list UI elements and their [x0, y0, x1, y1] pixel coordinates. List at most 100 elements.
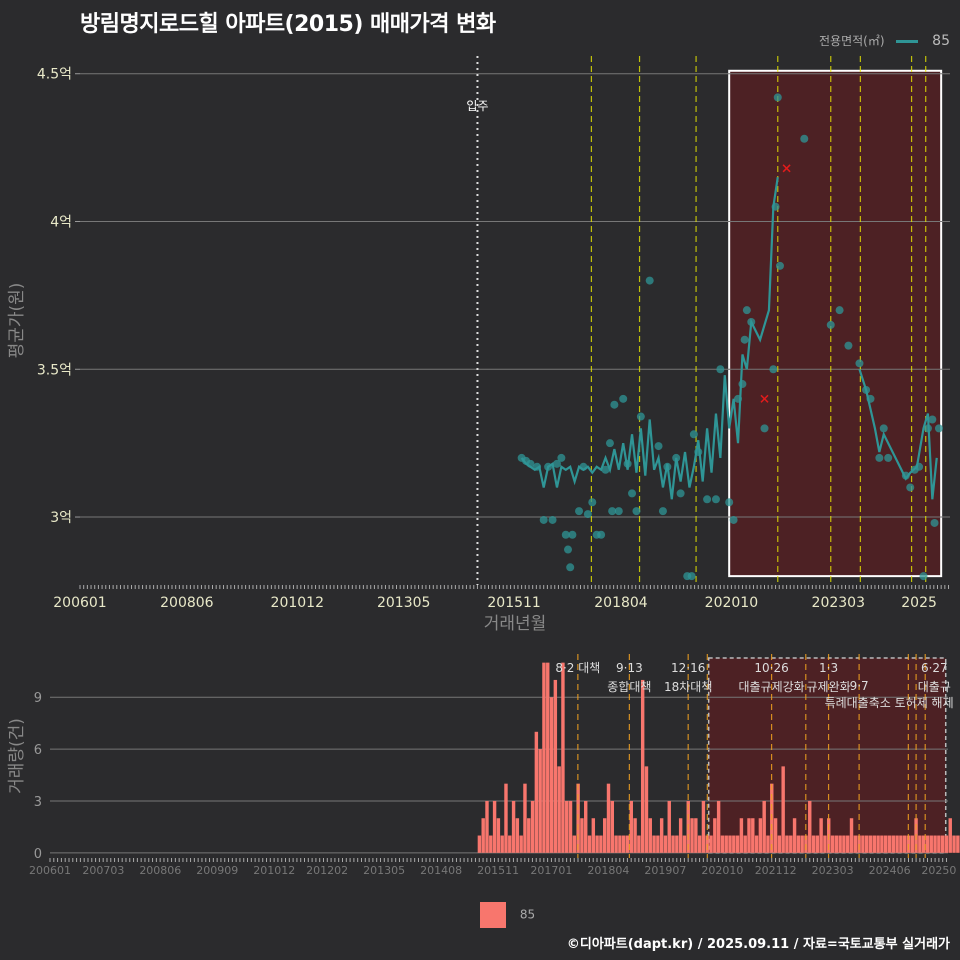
policy-annotation: 대출규	[918, 680, 951, 694]
volume-x-tick-label: 201511	[477, 864, 519, 877]
volume-bar	[921, 835, 926, 853]
legend-value: 85	[932, 33, 950, 49]
volume-bar	[956, 835, 960, 853]
price-point	[575, 507, 584, 516]
price-point	[844, 341, 853, 350]
price-point	[645, 276, 654, 285]
volume-bar	[929, 835, 933, 853]
volume-bar	[853, 835, 858, 853]
volume-bar	[781, 766, 785, 853]
volume-bar	[773, 818, 778, 853]
volume-bar	[910, 835, 914, 853]
volume-chart: 0 3 6 9 8·2 대책 9·13 종합대책 12·16 18차대책 10·26 대출규제강화 1…	[7, 654, 960, 877]
volume-bar	[846, 835, 850, 853]
volume-y-tick-label: 3	[34, 795, 42, 810]
volume-bar	[952, 835, 956, 853]
policy-annotation: 8·2 대책	[555, 660, 600, 675]
volume-bar	[747, 818, 751, 853]
highlight-region	[728, 69, 943, 578]
volume-bar	[519, 835, 523, 853]
volume-x-tick-label: 201202	[306, 864, 348, 877]
price-point	[557, 453, 566, 462]
volume-bar	[682, 835, 687, 853]
price-point	[610, 400, 619, 409]
price-point	[597, 530, 606, 539]
price-point	[561, 530, 570, 539]
price-point	[619, 394, 628, 403]
volume-x-tick-label: 200601	[29, 864, 71, 877]
volume-bar	[948, 818, 952, 853]
price-point	[775, 261, 784, 270]
volume-bar	[553, 679, 558, 853]
volume-bar	[868, 835, 873, 853]
volume-bar	[492, 800, 497, 853]
price-point	[800, 134, 809, 143]
volume-bar	[933, 835, 937, 853]
volume-bar	[830, 835, 835, 853]
volume-bar	[940, 835, 945, 853]
y-tick-label: 4억	[50, 214, 72, 230]
volume-y-tick-label: 9	[34, 691, 42, 706]
x-tick-label: 200806	[160, 595, 214, 611]
volume-bar	[720, 835, 725, 853]
volume-bar	[925, 835, 930, 853]
price-point	[711, 495, 720, 504]
volume-bar	[496, 818, 501, 853]
price-point	[614, 507, 623, 516]
chart-title: 방림명지로드힐 아파트(2015) 매매가격 변화	[80, 12, 496, 37]
price-point	[742, 306, 751, 315]
price-point	[563, 545, 572, 554]
volume-bar	[690, 818, 694, 853]
move-in-label: 입주	[466, 99, 488, 113]
volume-bar	[697, 835, 702, 853]
price-point	[738, 380, 747, 389]
volume-bar	[595, 835, 599, 853]
volume-x-tick-label: 20250	[921, 864, 956, 877]
volume-bar	[876, 835, 880, 853]
volume-bar	[606, 783, 611, 853]
volume-x-tick-label: 200806	[139, 864, 181, 877]
price-point	[588, 498, 597, 507]
policy-annotation: 9·7	[850, 679, 869, 693]
price-point	[934, 424, 943, 433]
volume-bar	[819, 818, 823, 853]
volume-bar	[614, 835, 618, 853]
legend-title: 전용면적(㎡)	[818, 34, 885, 48]
price-point	[760, 424, 769, 433]
volume-bar	[902, 835, 907, 853]
price-point	[632, 507, 641, 516]
volume-bar	[542, 662, 546, 853]
price-point	[566, 563, 575, 572]
volume-bar	[842, 835, 846, 853]
volume-bar	[834, 835, 839, 853]
y-tick-label: 4.5억	[37, 67, 72, 83]
policy-annotation: 종합대책	[607, 679, 651, 694]
volume-x-tick-label: 202112	[755, 864, 797, 877]
volume-bar	[557, 766, 561, 853]
volume-bar	[602, 818, 607, 853]
volume-bar	[534, 731, 539, 853]
price-point	[919, 572, 928, 581]
volume-bar	[511, 800, 516, 853]
volume-bar	[652, 835, 656, 853]
volume-bar	[515, 818, 520, 853]
volume-bar	[561, 662, 565, 853]
x-tick-label: 200601	[53, 595, 106, 611]
volume-y-tick-label: 6	[34, 743, 42, 758]
x-tick-label: 201804	[594, 595, 648, 611]
bottom-legend-value: 85	[519, 907, 536, 922]
y-tick-label: 3억	[50, 510, 72, 526]
policy-annotation: 6·27	[921, 661, 948, 675]
volume-x-tick-label: 201408	[420, 864, 462, 877]
policy-annotation: 1·3	[819, 661, 838, 675]
price-point	[636, 412, 645, 421]
volume-bar	[656, 835, 660, 853]
volume-x-tick-label: 202303	[812, 864, 854, 877]
volume-bar	[504, 783, 508, 853]
price-point	[608, 507, 617, 516]
price-point	[539, 515, 548, 524]
volume-bar	[716, 800, 721, 853]
volume-bar	[587, 835, 592, 853]
price-point	[658, 507, 667, 516]
price-point	[835, 306, 844, 315]
